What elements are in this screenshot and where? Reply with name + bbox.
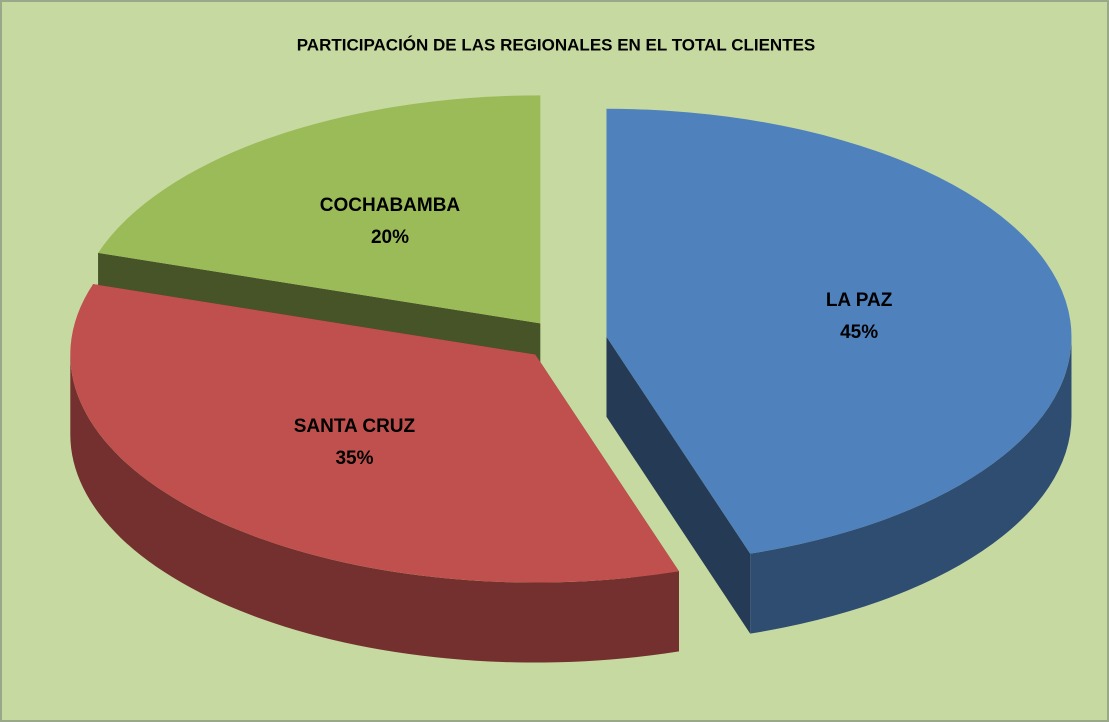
slice-top [98, 95, 541, 324]
slice-cut-face [606, 336, 751, 634]
slice-label: SANTA CRUZ [294, 416, 416, 437]
slice-label: COCHABAMBA [320, 195, 461, 216]
slice-side-wall [70, 354, 679, 663]
slice-label: LA PAZ [826, 290, 893, 311]
slice-value-label: 20% [371, 227, 409, 248]
pie-slice [606, 108, 1072, 634]
pie-slice [70, 284, 679, 663]
chart-title: PARTICIPACIÓN DE LAS REGIONALES EN EL TO… [297, 35, 816, 54]
slice-value-label: 45% [840, 322, 878, 343]
slice-top [70, 284, 679, 583]
slice-side-wall [750, 336, 1072, 634]
slice-top [606, 108, 1072, 554]
slice-value-label: 35% [335, 448, 373, 469]
